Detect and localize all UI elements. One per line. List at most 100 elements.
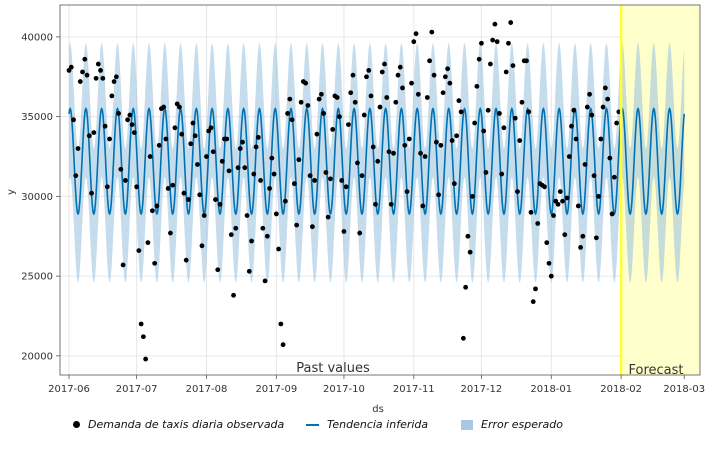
data-point xyxy=(113,74,119,80)
x-axis-title: ds xyxy=(372,404,384,415)
data-point xyxy=(497,111,502,116)
data-point xyxy=(494,39,500,45)
data-point xyxy=(127,112,133,118)
data-point xyxy=(602,85,608,91)
data-point xyxy=(122,178,128,183)
data-point xyxy=(323,170,329,175)
data-point xyxy=(231,292,236,298)
data-point xyxy=(91,130,97,135)
data-point xyxy=(483,170,489,175)
data-point xyxy=(519,99,525,105)
data-point xyxy=(492,21,498,27)
data-point xyxy=(195,162,200,167)
data-point xyxy=(107,136,112,142)
data-point xyxy=(246,268,252,274)
data-point xyxy=(587,91,592,97)
data-point xyxy=(71,117,76,123)
data-point xyxy=(228,232,234,238)
data-point xyxy=(118,166,124,172)
data-point xyxy=(330,126,336,132)
data-point xyxy=(476,56,482,62)
data-point xyxy=(557,189,563,194)
data-point xyxy=(215,267,221,273)
data-point xyxy=(264,233,270,239)
data-point xyxy=(181,190,187,196)
data-point xyxy=(582,162,588,167)
data-point xyxy=(562,232,568,238)
data-point xyxy=(499,171,505,177)
data-point xyxy=(429,29,435,35)
data-point xyxy=(307,173,313,179)
data-point xyxy=(589,112,595,118)
data-point xyxy=(334,95,340,100)
data-point xyxy=(129,122,135,128)
data-point xyxy=(154,203,160,209)
x-tick-label: 2017-07 xyxy=(116,384,158,395)
data-point xyxy=(591,173,597,179)
data-point xyxy=(314,131,320,137)
data-point xyxy=(506,40,511,46)
data-point xyxy=(375,158,381,164)
y-tick-label: 25000 xyxy=(21,272,53,283)
x-tick-label: 2017-08 xyxy=(186,384,228,395)
data-point xyxy=(510,63,516,68)
data-point xyxy=(352,99,358,105)
legend-item-error: Error esperado xyxy=(461,418,563,431)
data-point xyxy=(420,203,426,209)
data-point xyxy=(190,120,196,126)
data-point xyxy=(465,233,471,239)
data-point xyxy=(526,109,532,115)
data-point xyxy=(596,193,601,199)
legend-label-error: Error esperado xyxy=(481,418,563,431)
data-point xyxy=(249,238,254,244)
data-point xyxy=(163,136,169,142)
data-point xyxy=(575,203,581,209)
data-point xyxy=(109,93,115,99)
data-point xyxy=(156,142,162,148)
legend-item-observed: Demanda de taxis diaria observada xyxy=(73,418,284,431)
data-point xyxy=(165,186,171,191)
data-point xyxy=(143,356,149,362)
data-point xyxy=(161,104,167,110)
data-point xyxy=(75,146,81,151)
data-point xyxy=(402,142,408,148)
data-point xyxy=(111,79,117,84)
data-point xyxy=(463,284,469,290)
data-point xyxy=(186,197,191,202)
data-point xyxy=(571,107,577,113)
data-point xyxy=(267,186,272,191)
data-point xyxy=(84,72,90,78)
data-point xyxy=(273,211,279,217)
data-point xyxy=(278,321,284,327)
data-point xyxy=(125,117,131,123)
data-point xyxy=(467,249,473,255)
y-tick-label: 20000 xyxy=(21,351,53,362)
data-point xyxy=(508,20,514,25)
data-point xyxy=(528,209,534,215)
data-point xyxy=(68,64,74,70)
data-point xyxy=(542,184,547,190)
data-point xyxy=(397,64,403,70)
data-point xyxy=(578,245,583,250)
y-tick-label: 40000 xyxy=(21,32,53,43)
data-point xyxy=(400,85,405,91)
data-point xyxy=(386,149,392,155)
data-point xyxy=(136,248,142,254)
data-point xyxy=(208,125,214,131)
data-point xyxy=(460,335,466,341)
data-point xyxy=(298,99,304,105)
data-point xyxy=(431,72,437,78)
data-point xyxy=(149,208,155,214)
data-point xyxy=(350,72,356,78)
data-point xyxy=(294,222,300,228)
data-point xyxy=(82,56,88,62)
data-point xyxy=(305,103,311,108)
data-point xyxy=(316,96,322,102)
data-point xyxy=(395,72,401,78)
legend: Demanda de taxis diaria observada Tenden… xyxy=(0,416,705,440)
data-point xyxy=(454,133,460,139)
data-point xyxy=(170,182,176,188)
data-point xyxy=(289,117,295,123)
x-tick-label: 2017-11 xyxy=(393,384,435,395)
